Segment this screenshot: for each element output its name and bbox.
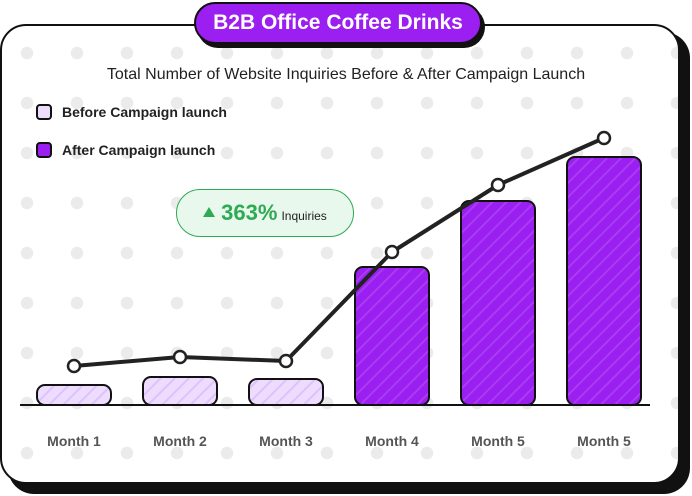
bar-after-4: [354, 266, 430, 406]
bar-after-5: [460, 200, 536, 406]
line-point-4: [384, 244, 400, 260]
growth-value: 363%: [221, 200, 278, 225]
x-tick-label: Month 4: [365, 433, 419, 449]
trend-line: [73, 136, 605, 368]
growth-callout: 363% Inquiries: [176, 189, 354, 237]
x-tick-label: Month 1: [47, 433, 101, 449]
line-point-5: [490, 177, 506, 193]
growth-label: Inquiries: [281, 209, 327, 223]
x-tick-label: Month 2: [153, 433, 207, 449]
bar-before-3: [248, 378, 324, 406]
x-tick-label: Month 5: [577, 433, 631, 449]
line-point-3: [278, 353, 294, 369]
legend-label-after: After Campaign launch: [62, 142, 216, 158]
legend-swatch-before: [36, 104, 52, 120]
chart-badge: B2B Office Coffee Drinks: [194, 2, 482, 44]
chart-title: Total Number of Website Inquiries Before…: [106, 66, 586, 83]
bar-after-6: [566, 156, 642, 406]
x-tick-label: Month 5: [471, 433, 525, 449]
bar-before-2: [142, 376, 218, 406]
legend-item-after: After Campaign launch: [36, 142, 215, 158]
x-tick-label: Month 3: [259, 433, 313, 449]
line-point-2: [172, 349, 188, 365]
bar-before-1: [36, 384, 112, 406]
line-point-6: [596, 130, 612, 146]
line-point-1: [66, 358, 82, 374]
legend-item-before: Before Campaign launch: [36, 104, 227, 120]
legend-swatch-after: [36, 142, 52, 158]
legend-label-before: Before Campaign launch: [62, 104, 227, 120]
up-arrow-icon: [203, 207, 216, 217]
